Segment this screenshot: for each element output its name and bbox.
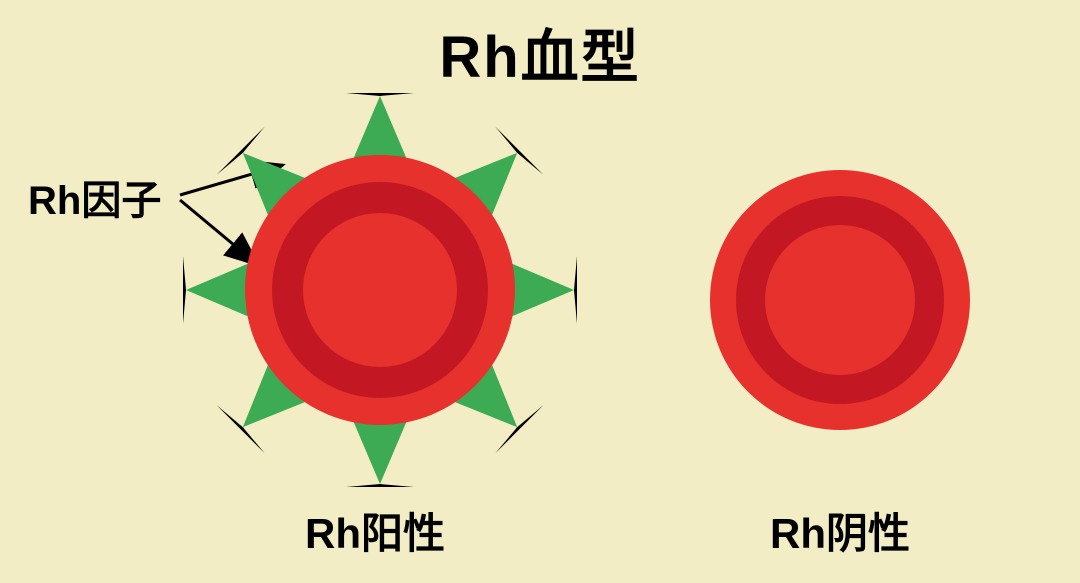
negative-caption: Rh阴性 (770, 500, 910, 561)
positive-caption: Rh阳性 (305, 500, 445, 561)
rh-negative-cell (710, 170, 970, 430)
cell-inner (310, 220, 450, 360)
rh-positive-cell (165, 75, 595, 505)
cell-inner (772, 232, 907, 367)
